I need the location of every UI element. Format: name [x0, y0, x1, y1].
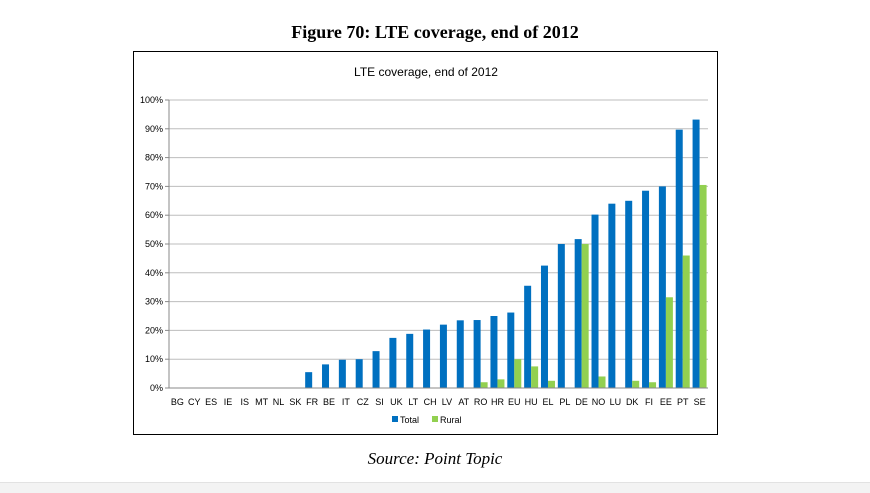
- bar-rural-se: [699, 184, 707, 388]
- x-tick-label: BG: [171, 397, 184, 407]
- y-tick-label: 90%: [145, 124, 163, 134]
- x-tick-label: PT: [677, 397, 689, 407]
- bar-total-be: [322, 364, 330, 388]
- x-tick-label: CZ: [357, 397, 369, 407]
- x-tick-label: DE: [575, 397, 588, 407]
- y-tick-label: 50%: [145, 239, 163, 249]
- bar-total-lt: [406, 333, 414, 388]
- x-tick-label: IS: [241, 397, 250, 407]
- bar-rural-no: [598, 376, 606, 388]
- bar-total-cz: [355, 359, 363, 388]
- bar-rural-ro: [480, 382, 488, 388]
- legend-swatch-total: [392, 416, 398, 422]
- y-tick-label: 30%: [145, 297, 163, 307]
- bar-rural-hr: [497, 379, 505, 388]
- x-tick-label: IE: [224, 397, 233, 407]
- x-tick-label: DK: [626, 397, 639, 407]
- legend-label-rural: Rural: [440, 415, 462, 425]
- y-tick-label: 80%: [145, 153, 163, 163]
- y-tick-label: 0%: [150, 383, 163, 393]
- x-tick-label: CH: [424, 397, 437, 407]
- bar-rural-fi: [649, 382, 657, 388]
- figure-title: Figure 70: LTE coverage, end of 2012: [291, 22, 579, 42]
- bar-rural-pt: [682, 255, 690, 388]
- bar-total-ee: [658, 186, 666, 388]
- legend-swatch-rural: [432, 416, 438, 422]
- y-tick-label: 60%: [145, 210, 163, 220]
- x-tick-label: HR: [491, 397, 504, 407]
- x-tick-label: SK: [289, 397, 301, 407]
- lte-coverage-chart: LTE coverage, end of 2012 0% 10% 20% 30% 40%…: [140, 65, 708, 425]
- y-tick-label: 20%: [145, 325, 163, 335]
- bar-rural-dk: [632, 380, 640, 388]
- y-tick-label: 70%: [145, 181, 163, 191]
- bar-total-pt: [675, 129, 683, 388]
- bar-total-fr: [305, 372, 313, 388]
- x-tick-label: CY: [188, 397, 201, 407]
- y-tick-label: 10%: [145, 354, 163, 364]
- bar-total-uk: [389, 337, 397, 388]
- x-tick-label: FR: [306, 397, 318, 407]
- chart-title: LTE coverage, end of 2012: [354, 65, 498, 79]
- x-tick-label: SE: [694, 397, 706, 407]
- x-tick-label: PL: [559, 397, 570, 407]
- x-tick-label: NL: [273, 397, 285, 407]
- x-tick-label: ES: [205, 397, 217, 407]
- bar-total-se: [692, 119, 700, 389]
- x-tick-label: BE: [323, 397, 335, 407]
- bar-total-hr: [490, 316, 498, 388]
- x-tick-label: LU: [610, 397, 622, 407]
- x-tick-label: NO: [592, 397, 606, 407]
- x-tick-label: RO: [474, 397, 488, 407]
- x-tick-label: UK: [390, 397, 403, 407]
- x-tick-label: LV: [442, 397, 452, 407]
- bar-total-lu: [608, 203, 616, 388]
- x-tick-label: EE: [660, 397, 672, 407]
- bar-total-el: [540, 265, 548, 388]
- x-tick-label: EU: [508, 397, 521, 407]
- bar-total-it: [338, 359, 346, 388]
- x-tick-label: MT: [255, 397, 268, 407]
- chart-frame: LTE coverage, end of 2012 0% 10% 20% 30% 40%…: [133, 51, 718, 435]
- bar-total-de: [574, 239, 582, 388]
- bar-total-at: [456, 320, 464, 388]
- bar-total-si: [372, 351, 380, 388]
- x-tick-label: EL: [542, 397, 553, 407]
- y-tick-label: 40%: [145, 268, 163, 278]
- bar-total-no: [591, 214, 599, 388]
- bar-rural-ee: [665, 297, 673, 388]
- bar-total-hu: [524, 285, 532, 388]
- legend-label-total: Total: [400, 415, 419, 425]
- bar-total-ro: [473, 320, 481, 388]
- bar-rural-hu: [531, 366, 539, 388]
- bar-rural-eu: [514, 359, 522, 388]
- x-tick-label: FI: [645, 397, 653, 407]
- x-tick-label: AT: [458, 397, 469, 407]
- bar-total-eu: [507, 312, 515, 388]
- x-tick-label: HU: [525, 397, 538, 407]
- bar-total-pl: [557, 244, 565, 388]
- page-bottom-strip: [0, 482, 870, 493]
- bar-rural-el: [547, 380, 555, 388]
- x-tick-label: SI: [375, 397, 384, 407]
- bar-total-ch: [423, 329, 431, 388]
- x-tick-label: IT: [342, 397, 351, 407]
- bar-total-dk: [625, 200, 633, 388]
- x-tick-label: LT: [408, 397, 418, 407]
- source-caption: Source: Point Topic: [367, 449, 503, 468]
- y-tick-label: 100%: [140, 95, 163, 105]
- bar-total-lv: [439, 324, 447, 388]
- bar-total-fi: [642, 190, 650, 388]
- bar-rural-de: [581, 244, 589, 388]
